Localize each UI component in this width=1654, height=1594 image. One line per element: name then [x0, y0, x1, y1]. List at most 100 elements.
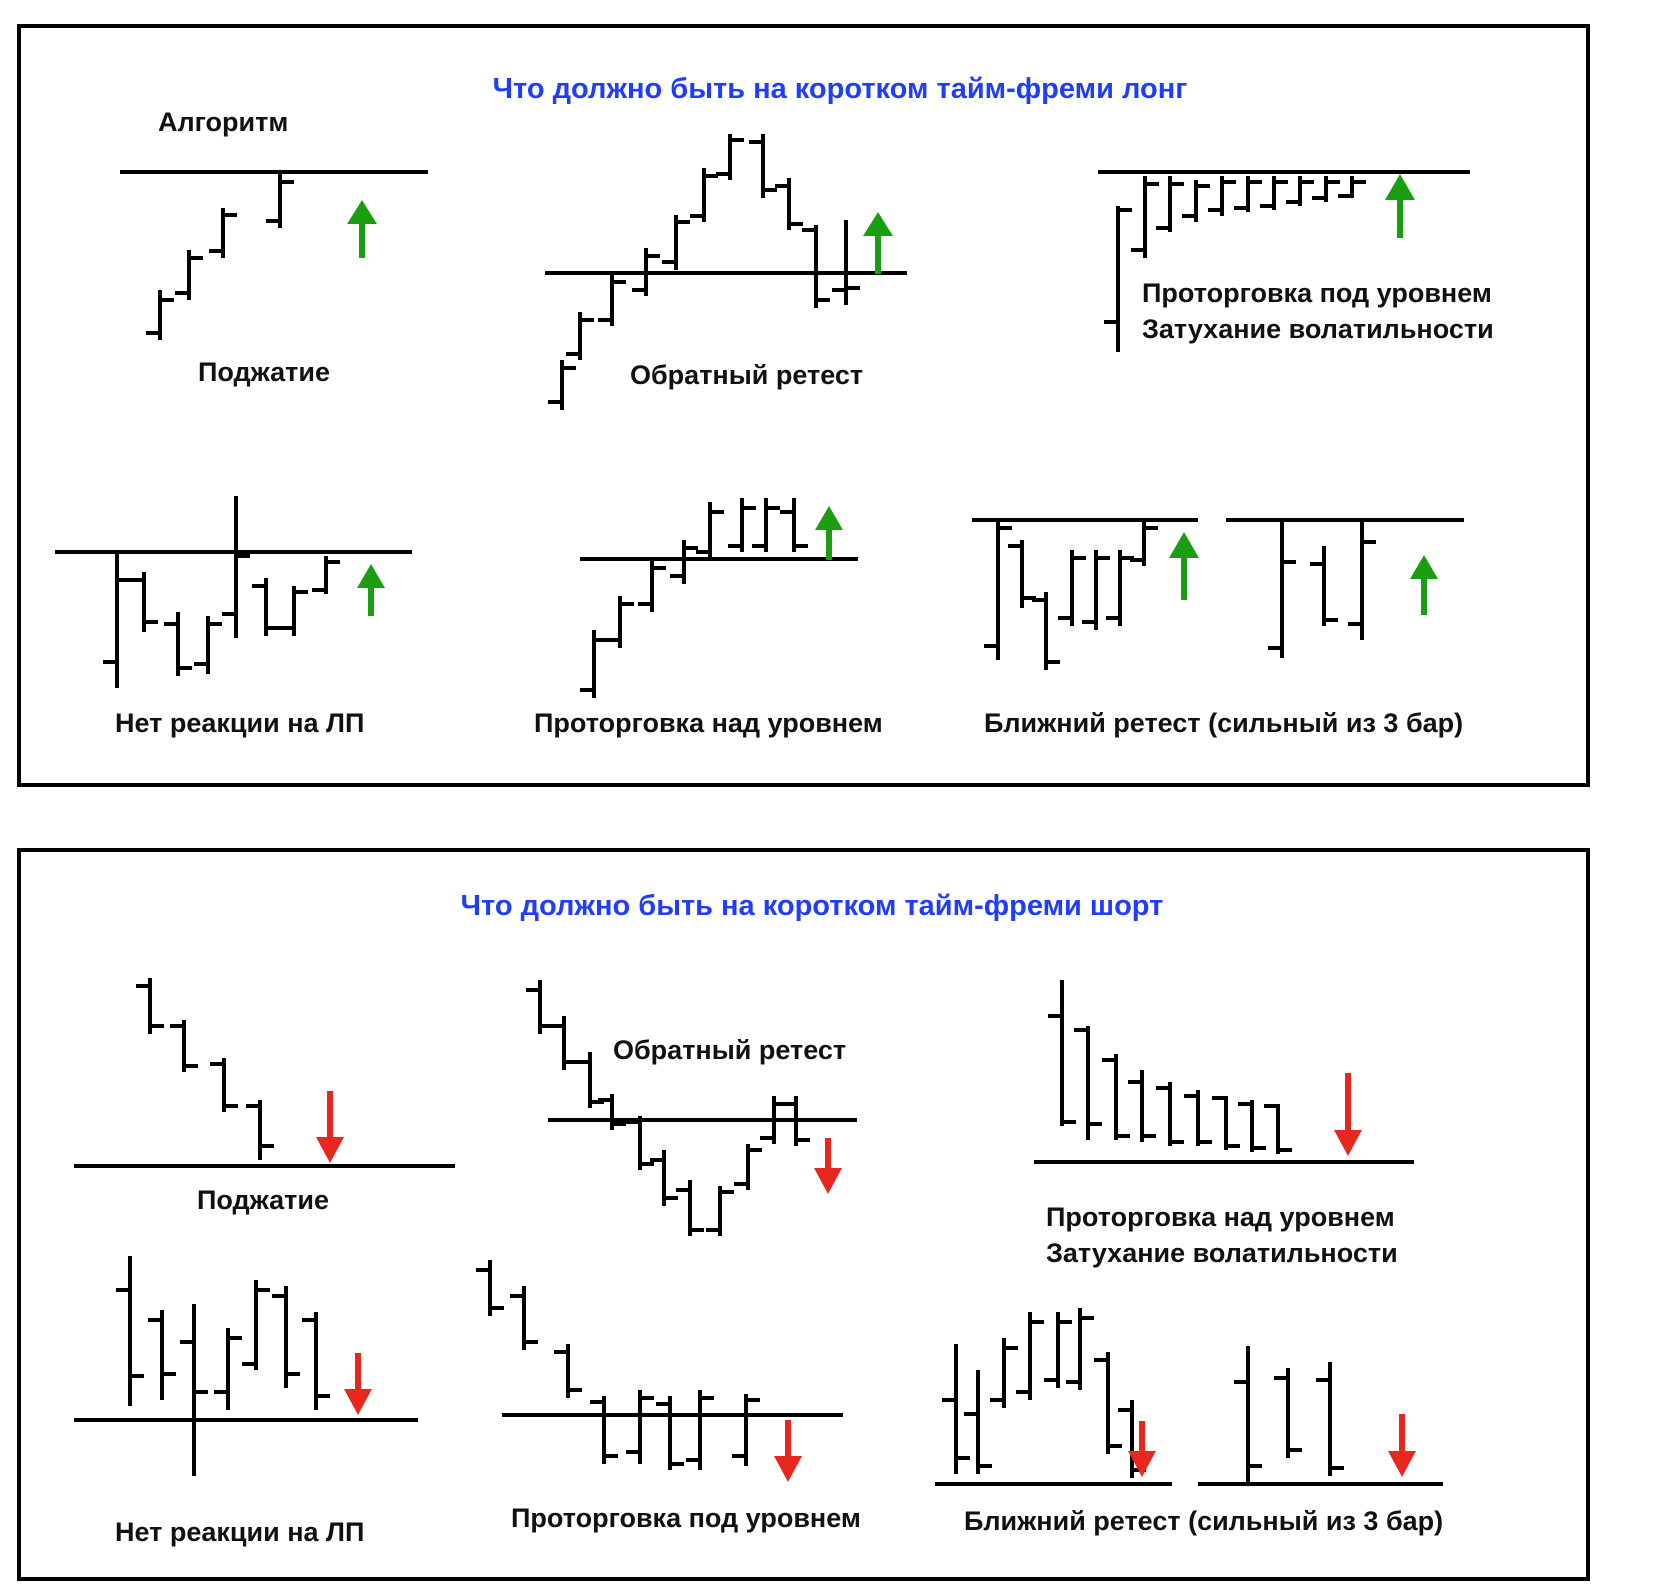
- ohlc-bar: [103, 552, 131, 688]
- long-panel: [17, 24, 1590, 787]
- ohlc-bar: [942, 1344, 970, 1474]
- down-arrow-icon: [316, 1091, 344, 1163]
- ohlc-bar: [1264, 1104, 1292, 1154]
- ohlc-bar: [1048, 980, 1076, 1126]
- ohlc-bar: [266, 172, 294, 228]
- up-arrow-icon: [863, 212, 893, 274]
- short-consolidation-below-label: Проторговка под уровнем: [511, 1503, 861, 1533]
- ohlc-bar: [1130, 520, 1158, 566]
- ohlc-bar: [802, 225, 830, 308]
- ohlc-bar: [590, 1396, 618, 1464]
- ohlc-bar: [1044, 1312, 1072, 1388]
- up-arrow-icon: [1410, 555, 1438, 615]
- ohlc-bar: [136, 978, 164, 1034]
- ohlc-bar: [1104, 206, 1132, 352]
- ohlc-bar: [1106, 550, 1134, 626]
- ohlc-bar: [1182, 180, 1210, 222]
- up-arrow-icon: [357, 564, 385, 616]
- long-reverse-retest-label: Обратный ретест: [630, 360, 863, 390]
- long-consolidation-below-label: Проторговка под уровнем: [1142, 278, 1492, 308]
- ohlc-bar: [550, 1016, 578, 1070]
- long-squeeze-label: Поджатие: [198, 357, 330, 387]
- short-reverse-retest-label: Обратный ретест: [613, 1035, 846, 1065]
- ohlc-bar: [775, 178, 803, 230]
- ohlc-bar: [984, 520, 1012, 660]
- down-arrow-icon: [1388, 1414, 1416, 1477]
- ohlc-bar: [749, 134, 777, 198]
- ohlc-bar: [782, 1096, 810, 1146]
- short-squeeze-label: Поджатие: [197, 1185, 329, 1215]
- ohlc-bar: [732, 1394, 760, 1466]
- ohlc-bar: [1348, 520, 1376, 640]
- ohlc-bar: [566, 312, 594, 360]
- ohlc-bar: [632, 248, 660, 296]
- ohlc-bar: [1208, 176, 1236, 216]
- ohlc-bars: [103, 134, 1376, 1482]
- direction-arrows: [316, 174, 1438, 1482]
- ohlc-bar: [638, 560, 666, 612]
- ohlc-bar: [148, 1310, 176, 1400]
- ohlc-bar: [1156, 1082, 1184, 1146]
- ohlc-bar: [780, 498, 808, 552]
- ohlc-bar: [280, 586, 308, 636]
- ohlc-bar: [1074, 1026, 1102, 1140]
- ohlc-bar: [194, 616, 222, 674]
- ohlc-bar: [1238, 1100, 1266, 1152]
- ohlc-bar: [1286, 176, 1314, 206]
- ohlc-bar: [1274, 1368, 1302, 1458]
- ohlc-bar: [302, 1312, 330, 1410]
- up-arrow-icon: [1385, 174, 1415, 238]
- ohlc-bar: [1058, 550, 1086, 626]
- ohlc-bar: [670, 540, 698, 584]
- ohlc-bar: [650, 1150, 678, 1206]
- ohlc-bar: [1338, 176, 1366, 198]
- ohlc-bar: [832, 220, 860, 305]
- up-arrow-icon: [815, 506, 843, 560]
- long-volatility-decay-label: Затухание волатильности: [1142, 314, 1494, 344]
- ohlc-bar: [209, 208, 237, 258]
- ohlc-bar: [170, 1020, 198, 1072]
- long-consolidation-above-label: Проторговка над уровнем: [534, 708, 883, 738]
- ohlc-bar: [1032, 592, 1060, 670]
- ohlc-bar: [606, 596, 634, 648]
- ohlc-bar: [116, 1256, 144, 1406]
- ohlc-bar: [1016, 1312, 1044, 1400]
- ohlc-bar: [656, 1396, 684, 1470]
- ohlc-bar: [716, 134, 744, 180]
- ohlc-bar: [548, 360, 576, 410]
- ohlc-bar: [662, 215, 690, 270]
- ohlc-bar: [1156, 176, 1184, 232]
- ohlc-bar: [1082, 550, 1110, 630]
- ohlc-bar: [626, 1116, 654, 1170]
- ohlc-bar: [214, 1328, 242, 1410]
- long-no-reaction-label: Нет реакции на ЛП: [115, 708, 364, 738]
- ohlc-bar: [222, 496, 250, 638]
- ohlc-bar: [175, 250, 203, 300]
- ohlc-bar: [1066, 1308, 1094, 1390]
- ohlc-bar: [242, 1280, 270, 1370]
- ohlc-bar: [246, 1100, 274, 1160]
- ohlc-bar: [580, 630, 608, 698]
- ohlc-bar: [1316, 1362, 1344, 1476]
- ohlc-bar: [686, 1390, 714, 1470]
- ohlc-bar: [1310, 546, 1338, 626]
- ohlc-bar: [1094, 1352, 1122, 1454]
- short-volatility-decay-label: Затухание волатильности: [1046, 1238, 1398, 1268]
- short-near-retest-label: Ближний ретест (сильный из 3 бар): [964, 1506, 1443, 1536]
- ohlc-bar: [554, 1344, 582, 1398]
- ohlc-bar: [1260, 176, 1288, 210]
- algorithm-label: Алгоритм: [158, 107, 288, 137]
- ohlc-bar: [1131, 176, 1159, 258]
- up-arrow-icon: [347, 200, 377, 258]
- ohlc-bar: [526, 980, 554, 1034]
- ohlc-bar: [626, 1390, 654, 1464]
- ohlc-bar: [312, 556, 340, 594]
- down-arrow-icon: [1334, 1073, 1362, 1156]
- ohlc-bar: [734, 1144, 762, 1190]
- ohlc-bar: [964, 1370, 992, 1474]
- ohlc-bar: [1184, 1090, 1212, 1146]
- ohlc-bar: [1312, 176, 1340, 202]
- down-arrow-icon: [344, 1353, 372, 1415]
- down-arrow-icon: [774, 1420, 802, 1482]
